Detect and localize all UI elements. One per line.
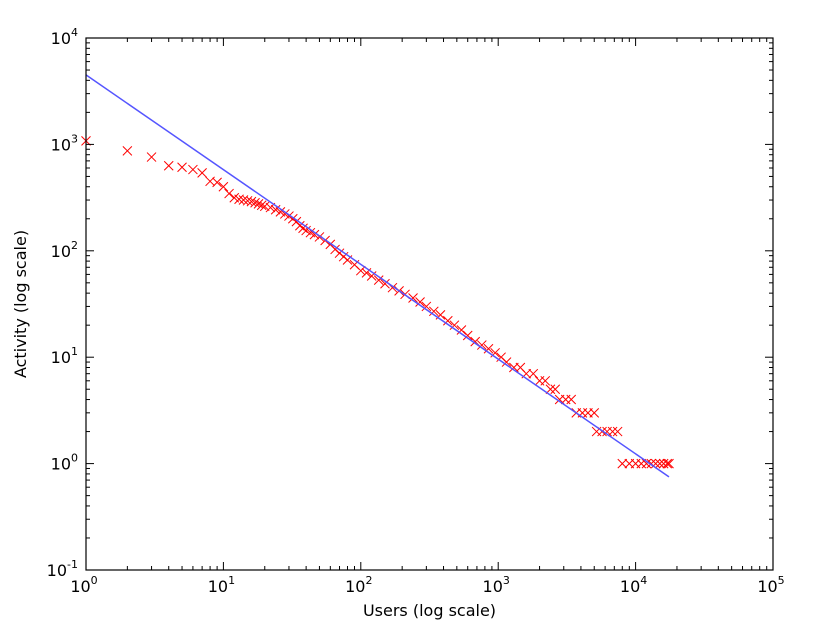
scatter-point-55: [456, 325, 467, 335]
fit-line-series: [85, 74, 670, 478]
scatter-point-58: [476, 340, 487, 350]
scatter-point-31: [309, 229, 320, 240]
scatter-point-59: [483, 343, 494, 354]
x-tick-label-3: 103: [483, 574, 510, 596]
scatter-point-19: [259, 201, 270, 212]
scatter-point-12: [234, 194, 244, 205]
scatter-point-53: [442, 315, 453, 326]
y-tick-label-4: 103: [51, 132, 78, 154]
scatter-point-83: [617, 458, 628, 469]
scatter-point-93: [664, 458, 674, 469]
scatter-point-17: [253, 199, 264, 209]
scatter-point-10: [224, 188, 234, 199]
scatter-point-21: [270, 204, 281, 215]
scatter-point-90: [654, 458, 665, 469]
y-tick-label-3: 102: [51, 239, 78, 261]
y-axis-label: Activity (log scale): [11, 230, 30, 378]
scatter-point-14: [242, 195, 253, 206]
scatter-point-56: [462, 330, 473, 341]
scatter-point-82: [612, 426, 623, 437]
scatter-point-4: [177, 162, 187, 173]
scatter-point-50: [421, 301, 432, 312]
fit-line: [85, 74, 670, 478]
scatter-point-9: [218, 181, 229, 192]
scatter-point-87: [641, 458, 652, 469]
scatter-point-15: [246, 196, 257, 207]
x-tick-label-1: 101: [208, 574, 235, 596]
scatter-point-49: [415, 297, 425, 307]
scatter-point-16: [250, 197, 260, 208]
scatter-point-5: [188, 164, 198, 175]
y-tick-label-2: 101: [51, 345, 78, 367]
scatter-point-66: [528, 368, 539, 379]
scatter-point-40: [355, 265, 366, 276]
scatter-point-92: [662, 458, 673, 469]
y-tick-label-1: 100: [51, 452, 78, 474]
x-tick-label-4: 104: [620, 574, 647, 596]
scatter-point-75: [577, 407, 588, 418]
scatter-point-68: [540, 375, 551, 386]
scatter-point-77: [589, 407, 600, 418]
scatter-point-70: [550, 384, 561, 395]
scatter-point-6: [197, 168, 207, 178]
scatter-point-51: [428, 306, 439, 317]
scatter-point-62: [501, 357, 512, 367]
scatter-point-54: [449, 320, 460, 331]
scatter-point-3: [163, 160, 174, 171]
scatter-point-2: [146, 152, 157, 162]
x-tick-label-0: 100: [70, 574, 97, 596]
scatter-point-89: [650, 458, 661, 469]
x-axis-label: Users (log scale): [363, 601, 496, 620]
scatter-point-18: [256, 200, 267, 211]
scatter-point-81: [607, 426, 618, 437]
scatter-point-43: [373, 275, 384, 285]
scatter-point-48: [408, 293, 418, 303]
y-tick-label-5: 104: [51, 26, 78, 48]
x-tick-label-2: 102: [345, 574, 372, 596]
scatter-point-13: [238, 195, 249, 205]
x-tick-label-5: 105: [757, 574, 784, 596]
scatter-point-1: [122, 145, 133, 156]
scatter-point-44: [380, 278, 390, 289]
plot-area-frame: [85, 37, 774, 571]
scatter-point-8: [212, 177, 222, 188]
scatter-point-42: [366, 271, 377, 281]
scatter-point-73: [566, 394, 577, 405]
